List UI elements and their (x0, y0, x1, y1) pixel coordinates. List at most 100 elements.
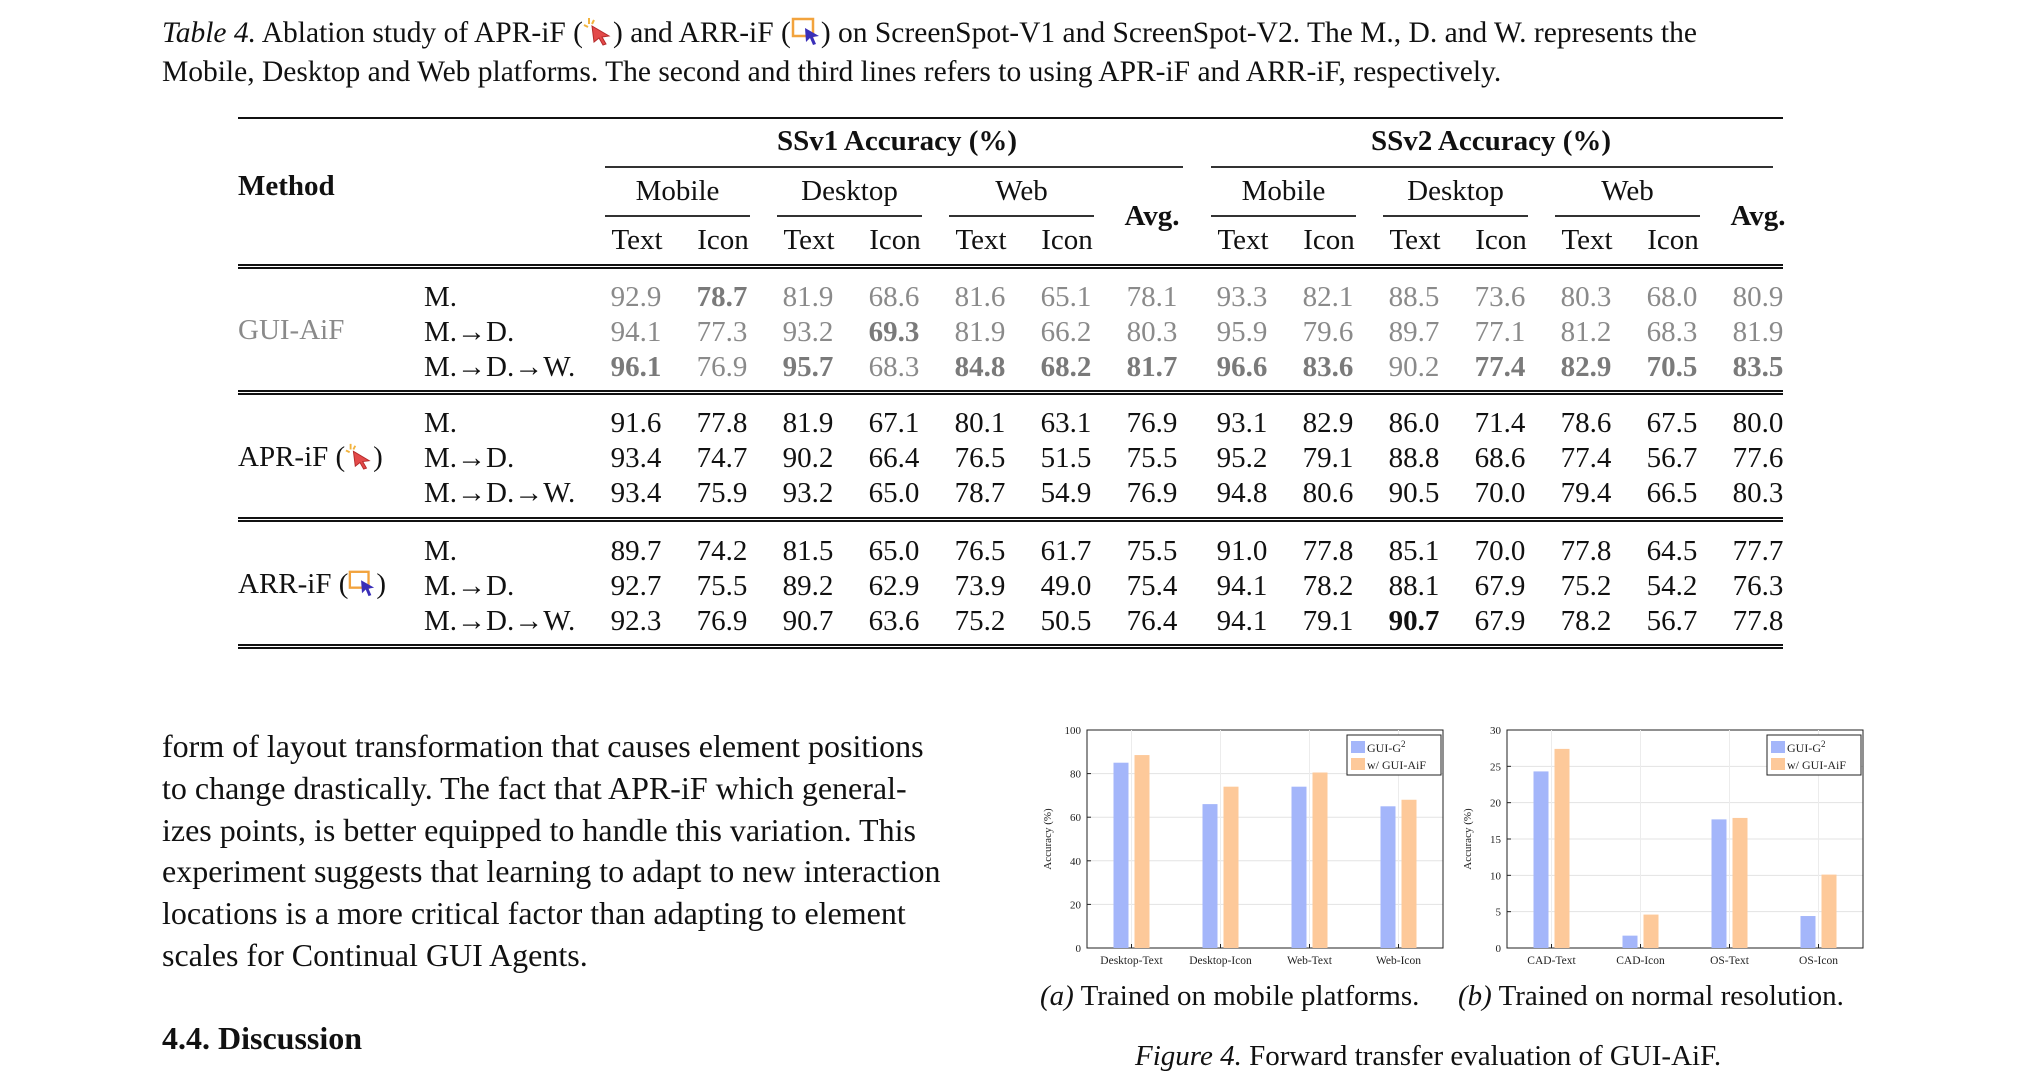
legend-sup: 2 (1401, 739, 1406, 749)
chart-a: 0 20 40 60 80 100 Desktop-Text Desktop-Icon Web-… (1042, 725, 1444, 967)
table-cell: 78.6 (1560, 407, 1612, 439)
subfig-a-text: Trained on mobile platforms. (1080, 980, 1420, 1012)
table-cell: 88.5 (1388, 281, 1440, 313)
table-cell: 94.1 (1216, 570, 1268, 602)
table-cell: 85.1 (1388, 535, 1440, 567)
table-cell: 66.5 (1646, 477, 1698, 509)
table-cell: 80.3 (1560, 281, 1612, 313)
table-cell: 71.4 (1474, 407, 1526, 439)
table-cell: 81.5 (782, 535, 834, 567)
sub-header-icon: Icon (1041, 224, 1093, 256)
table-cell: 93.3 (1216, 281, 1268, 313)
table-cell: 75.2 (954, 605, 1006, 637)
table-cell: 93.4 (610, 477, 662, 509)
bar-1 (1312, 772, 1328, 948)
bar-0 (1711, 819, 1727, 948)
table-cell: 61.7 (1040, 535, 1092, 567)
method-gui-aif: GUI-AiF (238, 314, 345, 346)
table-cell: 81.9 (782, 407, 834, 439)
table-cell: 75.5 (1126, 535, 1178, 567)
bar-0 (1113, 762, 1129, 948)
legend-swatch-0 (1351, 741, 1365, 753)
legend-sup: 2 (1821, 739, 1826, 749)
table-cell: 62.9 (868, 570, 920, 602)
table-cell: 56.7 (1646, 605, 1698, 637)
sub-header-text: Text (783, 224, 835, 256)
table-cell: 75.4 (1126, 570, 1178, 602)
legend-swatch-0 (1771, 741, 1785, 753)
table-cell: 96.6 (1216, 351, 1268, 383)
table-cell: 94.1 (1216, 605, 1268, 637)
table-cell: 95.2 (1216, 442, 1268, 474)
table-cell: 75.9 (696, 477, 748, 509)
table-cell: 94.1 (610, 316, 662, 348)
legend-swatch-1 (1351, 758, 1365, 770)
table-cell: 82.9 (1560, 351, 1612, 383)
body-line: izes points, is better equipped to handl… (162, 811, 916, 848)
setting-label: M. (424, 281, 458, 313)
table-cell: 67.1 (868, 407, 920, 439)
table-cell: 75.5 (1126, 442, 1178, 474)
table-cell: 76.9 (1126, 477, 1178, 509)
table-cell: 74.2 (696, 535, 748, 567)
section-title: 4.4. Discussion (162, 1020, 363, 1056)
body-line: experiment suggests that learning to ada… (162, 853, 941, 890)
setting-label: M. (424, 407, 458, 439)
y-tick-label: 5 (1496, 907, 1502, 919)
table-cell: 68.0 (1646, 281, 1698, 313)
table-cell: 80.3 (1732, 477, 1784, 509)
table-cell: 73.6 (1474, 281, 1526, 313)
table-cell: 78.2 (1560, 605, 1612, 637)
table-cell: 66.4 (868, 442, 920, 474)
table-cell: 93.2 (782, 477, 834, 509)
sub-header-icon: Icon (869, 224, 921, 256)
table-cell: 64.5 (1646, 535, 1698, 567)
y-tick-label: 20 (1070, 899, 1082, 911)
ssv1-desktop-rule (777, 215, 922, 217)
figure-label: Figure 4. (1135, 1040, 1242, 1072)
table-cell: 51.5 (1040, 442, 1092, 474)
y-tick-label: 15 (1490, 834, 1502, 846)
table-cell: 76.5 (954, 535, 1006, 567)
plot-frame (1086, 729, 1444, 949)
ssv1-mobile-rule (605, 215, 750, 217)
setting-label: M.→D. (424, 316, 515, 348)
table-cell: 91.6 (610, 407, 662, 439)
table-cell: 54.2 (1646, 570, 1698, 602)
table-cell: 70.0 (1474, 477, 1526, 509)
table-cell: 90.2 (782, 442, 834, 474)
table-cell: 95.9 (1216, 316, 1268, 348)
table-cell: 77.7 (1732, 535, 1784, 567)
table-cell: 78.7 (954, 477, 1006, 509)
bar-1 (1223, 786, 1239, 948)
region-select-icon (348, 569, 376, 605)
block1-rule (238, 390, 1783, 395)
table-label: Table 4. (162, 17, 256, 49)
bar-0 (1622, 935, 1638, 948)
table-cell: 90.2 (1388, 351, 1440, 383)
table-cell: 63.6 (868, 605, 920, 637)
ssv2-avg-header: Avg. (1730, 200, 1786, 232)
table-cell: 76.9 (1126, 407, 1178, 439)
y-tick-label: 30 (1490, 725, 1502, 737)
table-cell: 77.8 (696, 407, 748, 439)
table-cell: 76.3 (1732, 570, 1784, 602)
x-tick-label: OS-Icon (1799, 955, 1838, 967)
table-cell: 95.7 (782, 351, 834, 383)
table-bottom-rule (238, 644, 1783, 649)
sub-header-icon: Icon (1303, 224, 1355, 256)
method-apr-if-label: APR-iF ( (238, 441, 346, 473)
block2-rule (238, 517, 1783, 522)
table-cell: 63.1 (1040, 407, 1092, 439)
ssv1-mobile-header: Mobile (635, 175, 720, 207)
x-tick-label: CAD-Text (1527, 955, 1576, 967)
sub-header-icon: Icon (697, 224, 749, 256)
legend-label-0: GUI-G2 (1367, 739, 1406, 755)
bar-0 (1380, 806, 1396, 948)
ssv2-header: SSv2 Accuracy (%) (1370, 125, 1612, 157)
legend-label-1: w/ GUI-AiF (1787, 758, 1846, 772)
subfig-a-caption: (a) Trained on mobile platforms. (1040, 980, 1419, 1013)
table-cell: 90.5 (1388, 477, 1440, 509)
setting-label: M.→D.→W. (424, 605, 576, 637)
table-cell: 77.1 (1474, 316, 1526, 348)
